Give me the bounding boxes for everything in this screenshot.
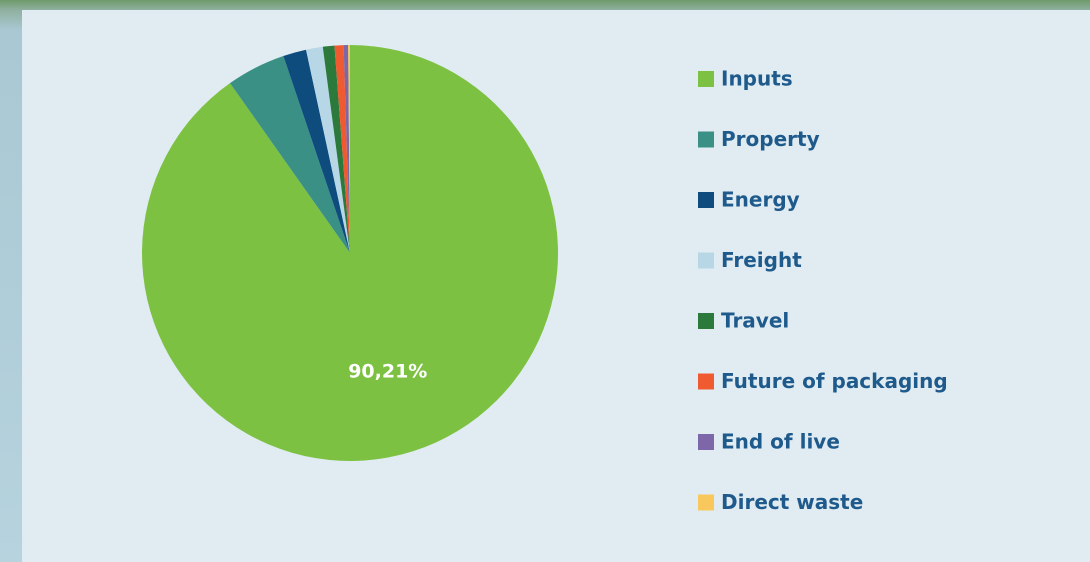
legend-swatch bbox=[698, 253, 714, 269]
legend-label: Direct waste bbox=[721, 490, 863, 514]
legend-swatch bbox=[698, 71, 714, 87]
legend-label: Future of packaging bbox=[721, 369, 948, 393]
legend-label: Inputs bbox=[721, 67, 793, 91]
value-label: 90,21% bbox=[348, 360, 427, 382]
legend-label: Freight bbox=[721, 248, 802, 272]
legend-label: Travel bbox=[721, 309, 789, 333]
chart: 90,21% Inputs Property Energy Freight Travel F… bbox=[0, 0, 1090, 562]
legend-label: Property bbox=[721, 127, 820, 151]
legend-label: End of live bbox=[721, 430, 840, 454]
legend-swatch bbox=[698, 313, 714, 329]
page: {"chart_data": {"type": "pie", "categori… bbox=[0, 0, 1090, 562]
legend-swatch bbox=[698, 192, 714, 208]
legend-label: Energy bbox=[721, 188, 800, 212]
legend-swatch bbox=[698, 434, 714, 450]
legend-swatch bbox=[698, 132, 714, 148]
legend-swatch bbox=[698, 495, 714, 511]
legend-swatch bbox=[698, 374, 714, 390]
